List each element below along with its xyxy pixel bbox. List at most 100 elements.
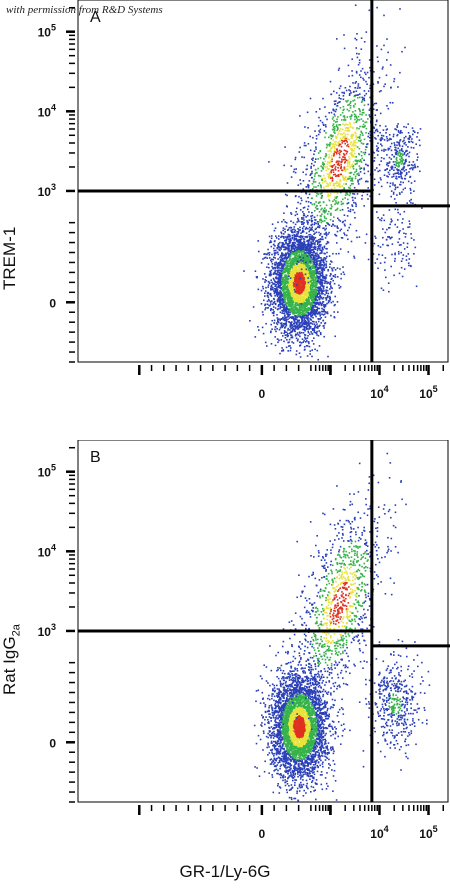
event-dot xyxy=(305,256,308,258)
event-dot xyxy=(292,294,294,297)
event-dot xyxy=(345,137,347,140)
event-dot xyxy=(282,323,285,325)
event-dot xyxy=(325,146,328,149)
event-dot xyxy=(316,307,319,310)
event-dot xyxy=(279,327,282,329)
event-dot xyxy=(276,282,279,285)
event-dot xyxy=(368,153,370,156)
event-dot xyxy=(341,111,344,114)
event-dot xyxy=(353,201,355,204)
event-dot xyxy=(303,156,305,159)
event-dot xyxy=(376,154,379,156)
event-dot xyxy=(302,317,304,319)
event-dot xyxy=(302,211,304,213)
event-dot xyxy=(311,298,314,301)
event-dot xyxy=(354,114,357,116)
event-dot xyxy=(309,252,312,255)
event-dot xyxy=(377,147,379,149)
event-dot xyxy=(319,157,322,159)
event-dot xyxy=(278,276,281,278)
event-dot xyxy=(283,237,285,239)
event-dot xyxy=(310,305,312,308)
event-dot xyxy=(302,268,305,270)
event-dot xyxy=(270,323,272,326)
event-dot xyxy=(308,328,310,330)
event-dot xyxy=(285,287,288,290)
event-dot xyxy=(286,270,288,273)
event-dot xyxy=(289,239,291,242)
event-dot xyxy=(299,229,301,231)
event-dot xyxy=(315,293,317,296)
event-dot xyxy=(318,307,321,310)
event-dot xyxy=(284,316,286,318)
event-dot xyxy=(308,253,311,255)
event-dot xyxy=(299,209,302,211)
event-dot xyxy=(279,258,282,261)
event-dot xyxy=(277,258,279,260)
event-dot xyxy=(281,281,284,283)
event-dot xyxy=(318,226,321,229)
event-dot xyxy=(319,287,322,289)
event-dot xyxy=(323,269,326,271)
event-dot xyxy=(302,289,305,291)
event-dot xyxy=(322,238,324,241)
event-dot xyxy=(295,258,297,261)
event-dot xyxy=(317,222,319,225)
event-dot xyxy=(316,306,318,308)
event-dot xyxy=(362,123,365,126)
event-dot xyxy=(282,258,284,261)
event-dot xyxy=(273,310,275,313)
event-dot xyxy=(363,159,365,161)
event-dot xyxy=(351,150,353,152)
event-dot xyxy=(342,202,345,205)
event-dot xyxy=(310,173,312,175)
event-dot xyxy=(260,262,263,264)
event-dot xyxy=(303,305,306,307)
event-dot xyxy=(298,323,301,326)
event-dot xyxy=(297,292,299,294)
event-dot xyxy=(334,203,336,205)
event-dot xyxy=(290,296,293,299)
event-dot xyxy=(288,262,291,264)
event-dot xyxy=(272,297,275,300)
event-dot xyxy=(310,277,312,279)
event-dot xyxy=(271,300,273,302)
event-dot xyxy=(289,257,291,260)
event-dot xyxy=(284,246,286,248)
event-dot xyxy=(325,280,328,283)
event-dot xyxy=(317,287,320,290)
event-dot xyxy=(285,258,288,260)
event-dot xyxy=(354,139,356,142)
event-dot xyxy=(284,236,287,238)
event-dot xyxy=(319,331,322,334)
event-dot xyxy=(272,286,274,289)
event-dot xyxy=(333,164,336,166)
event-dot xyxy=(339,173,342,176)
event-dot xyxy=(280,232,283,235)
event-dot xyxy=(291,286,293,288)
event-dot xyxy=(282,325,284,327)
event-dot xyxy=(276,269,278,272)
event-dot xyxy=(309,280,312,283)
event-dot xyxy=(310,165,312,168)
event-dot xyxy=(311,286,314,288)
event-dot xyxy=(353,113,356,116)
event-dot xyxy=(335,175,337,178)
event-dot xyxy=(291,234,294,237)
event-dot xyxy=(286,301,288,304)
event-dot xyxy=(270,237,273,240)
event-dot xyxy=(308,288,310,291)
event-dot xyxy=(299,288,301,290)
event-dot xyxy=(286,334,289,336)
event-dot xyxy=(283,291,286,293)
event-dot xyxy=(312,261,315,263)
event-dot xyxy=(290,295,293,297)
event-dot xyxy=(277,285,280,287)
event-dot xyxy=(310,305,312,307)
event-dot xyxy=(342,156,344,158)
event-dot xyxy=(289,296,291,299)
event-dot xyxy=(285,267,288,270)
event-dot xyxy=(320,257,322,259)
event-dot xyxy=(349,172,352,174)
event-dot xyxy=(327,282,330,284)
